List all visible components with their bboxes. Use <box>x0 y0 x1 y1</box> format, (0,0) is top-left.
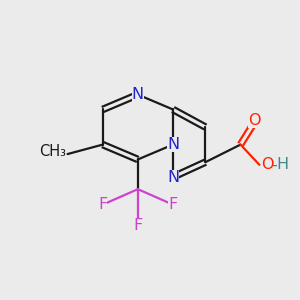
Text: -: - <box>271 158 277 172</box>
Text: N: N <box>167 137 179 152</box>
Text: N: N <box>132 87 144 102</box>
Text: H: H <box>276 158 288 172</box>
Text: F: F <box>98 196 107 211</box>
Text: O: O <box>261 158 273 172</box>
Text: N: N <box>167 169 179 184</box>
Text: F: F <box>168 196 178 211</box>
Text: CH₃: CH₃ <box>39 144 66 159</box>
Text: O: O <box>248 113 260 128</box>
Text: F: F <box>133 218 142 233</box>
